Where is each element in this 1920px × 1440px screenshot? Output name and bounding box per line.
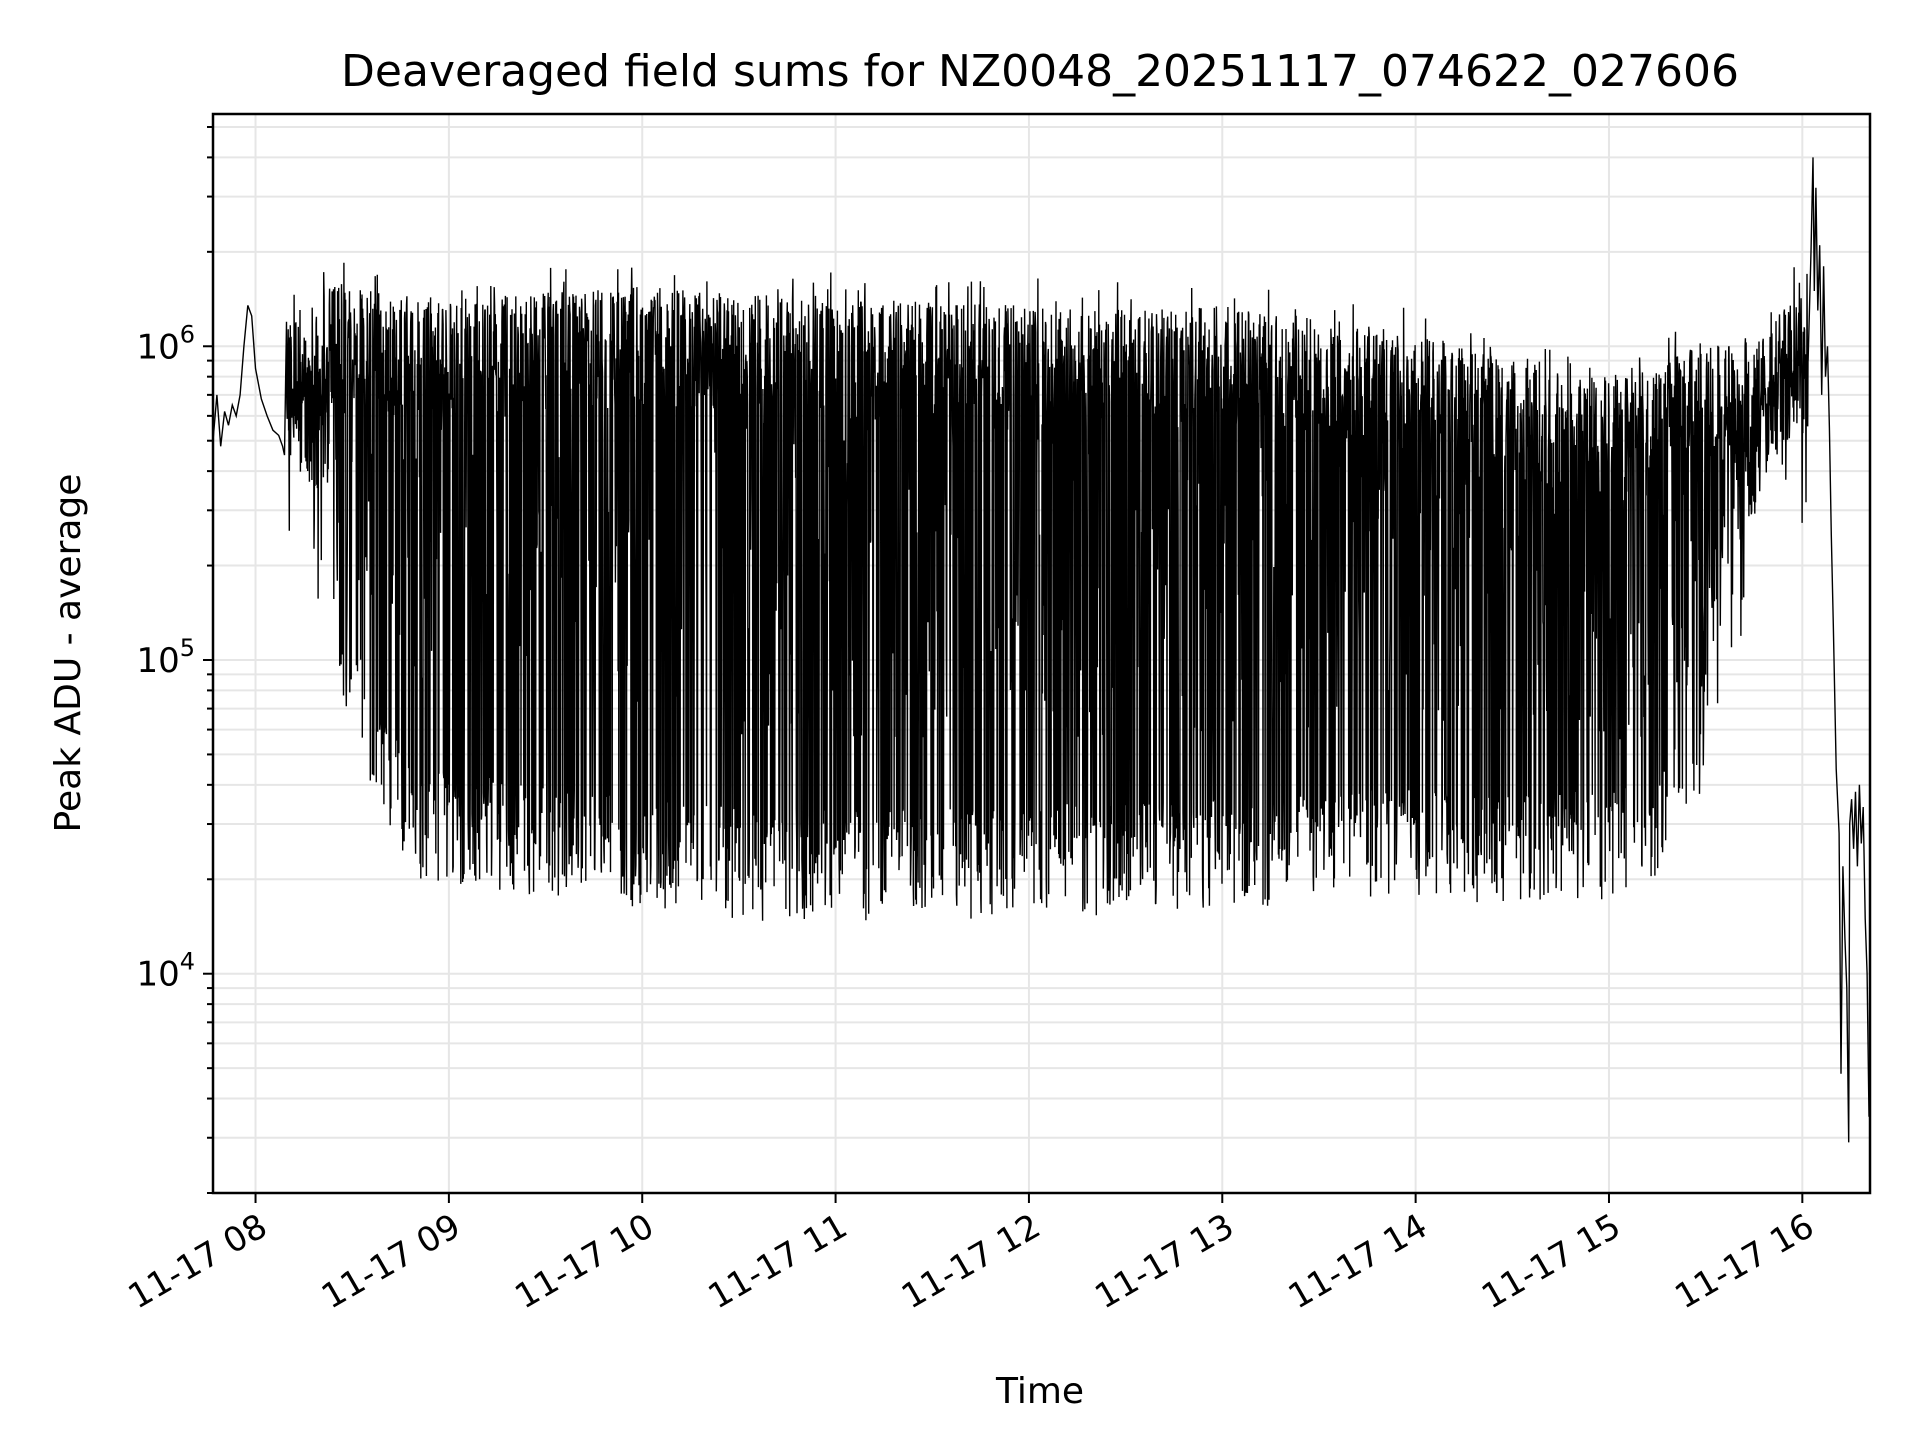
chart-title: Deaveraged field sums for NZ0048_2025111… <box>341 46 1739 97</box>
y-axis: 104 105 106 <box>136 125 213 1194</box>
series-layer <box>212 157 1870 1143</box>
y-tick-label: 104 <box>136 948 195 995</box>
x-axis-label: Time <box>995 1371 1084 1412</box>
y-tick-label: 106 <box>136 320 195 367</box>
series-line-field-sums <box>212 157 1870 1143</box>
y-axis-label: Peak ADU - average <box>48 474 89 833</box>
y-tick-label: 105 <box>136 634 195 681</box>
plot-frame <box>211 112 1872 1195</box>
